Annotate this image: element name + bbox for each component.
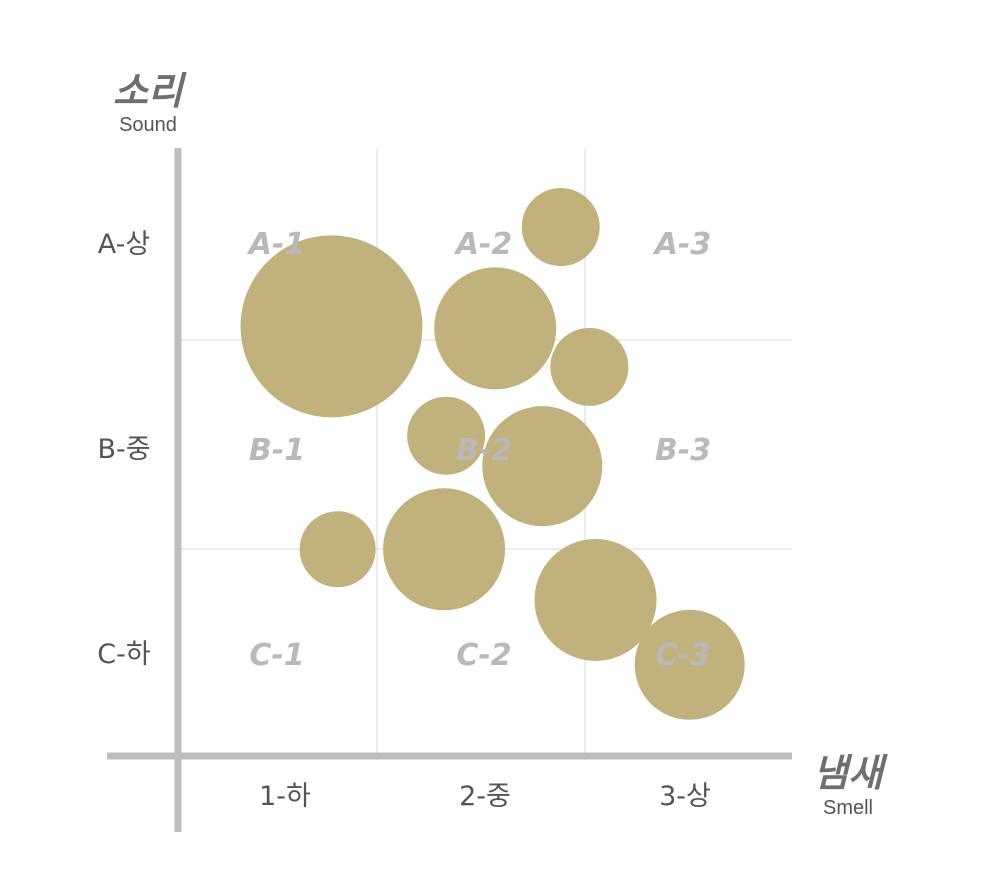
y-tick-labels: A-상 B-중 C-하	[97, 229, 151, 670]
bubble	[521, 188, 600, 267]
bubble	[240, 235, 423, 418]
bubble	[299, 511, 376, 588]
x-axis-subtitle: Smell	[823, 797, 873, 819]
x-axis-title: 냄새	[813, 751, 888, 795]
x-tick-labels: 1-하 2-중 3-상	[259, 781, 711, 812]
x-tick-label: 3-상	[659, 781, 711, 812]
cell-label: B-3	[655, 433, 711, 468]
cell-label: C-1	[249, 638, 304, 673]
bubble	[482, 406, 603, 527]
bubble	[550, 327, 629, 406]
cell-labels: A-1 A-2 A-3 B-1 B-2 B-3 C-1 C-2 C-3	[247, 227, 712, 673]
cell-label: A-2	[454, 227, 513, 262]
y-axis-subtitle: Sound	[119, 114, 177, 136]
bubble	[383, 488, 506, 611]
cell-label: C-2	[456, 638, 511, 673]
bubble	[407, 396, 486, 475]
y-axis-title: 소리	[113, 69, 187, 113]
bubble	[634, 609, 745, 720]
cell-label: A-1	[247, 227, 306, 262]
bubbles	[240, 188, 745, 720]
x-tick-label: 2-중	[459, 781, 511, 812]
cell-label: A-3	[653, 227, 712, 262]
cell-label: C-3	[655, 638, 710, 673]
x-tick-label: 1-하	[259, 781, 311, 812]
y-tick-label: B-중	[97, 434, 150, 465]
bubble	[534, 538, 657, 661]
y-tick-label: C-하	[97, 639, 151, 670]
cell-label: B-1	[249, 433, 305, 468]
cell-label: B-2	[456, 433, 512, 468]
y-tick-label: A-상	[98, 229, 150, 260]
bubble	[434, 267, 557, 390]
